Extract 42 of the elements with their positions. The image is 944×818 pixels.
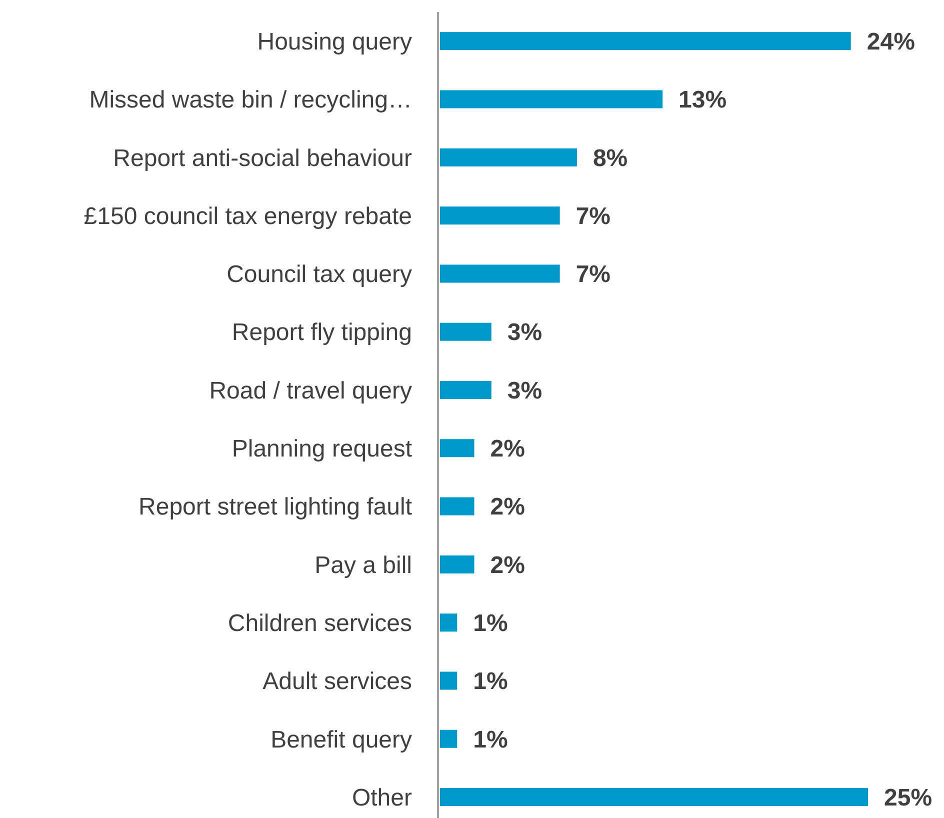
y-tick-label: Report fly tipping — [232, 319, 412, 346]
data-label: 24% — [866, 28, 915, 56]
y-tick-label: Benefit query — [270, 726, 412, 754]
bar — [440, 264, 560, 283]
data-label: 1% — [473, 726, 508, 754]
bar — [440, 555, 474, 574]
bar — [440, 439, 474, 458]
bar — [440, 788, 868, 806]
y-tick-label: Adult services — [262, 668, 412, 696]
y-tick-label: Report street lighting fault — [138, 494, 412, 521]
bar — [440, 730, 458, 748]
data-label: 2% — [490, 552, 525, 579]
bar — [440, 672, 458, 690]
bar — [440, 614, 458, 632]
data-label: 8% — [592, 144, 628, 172]
bar — [440, 206, 560, 225]
y-tick-label: Road / travel query — [209, 377, 412, 404]
y-tick-label: Planning request — [232, 436, 412, 463]
y-tick-label: Report anti-social behaviour — [113, 144, 412, 172]
data-label: 7% — [576, 261, 611, 288]
y-tick-label: Missed waste bin / recycling… — [89, 86, 412, 114]
bar — [440, 380, 492, 399]
y-tick-label: Pay a bill — [314, 552, 412, 579]
y-tick-label: Housing query — [257, 28, 412, 56]
data-label: 25% — [884, 784, 932, 812]
y-tick-label: £150 council tax energy rebate — [84, 202, 412, 230]
data-label: 13% — [678, 86, 727, 114]
bar — [440, 90, 663, 108]
data-label: 1% — [473, 668, 508, 696]
y-tick-label: Council tax query — [226, 261, 412, 288]
data-label: 3% — [507, 377, 542, 404]
bar — [440, 32, 851, 50]
data-label: 1% — [473, 610, 508, 637]
bar — [440, 497, 474, 516]
data-label: 3% — [507, 319, 542, 346]
data-label: 2% — [490, 494, 525, 521]
bar — [440, 322, 492, 341]
data-label: 2% — [490, 436, 525, 463]
y-tick-label: Other — [352, 784, 412, 812]
y-tick-label: Children services — [228, 610, 412, 637]
data-label: 7% — [576, 202, 611, 230]
bar — [440, 148, 577, 166]
